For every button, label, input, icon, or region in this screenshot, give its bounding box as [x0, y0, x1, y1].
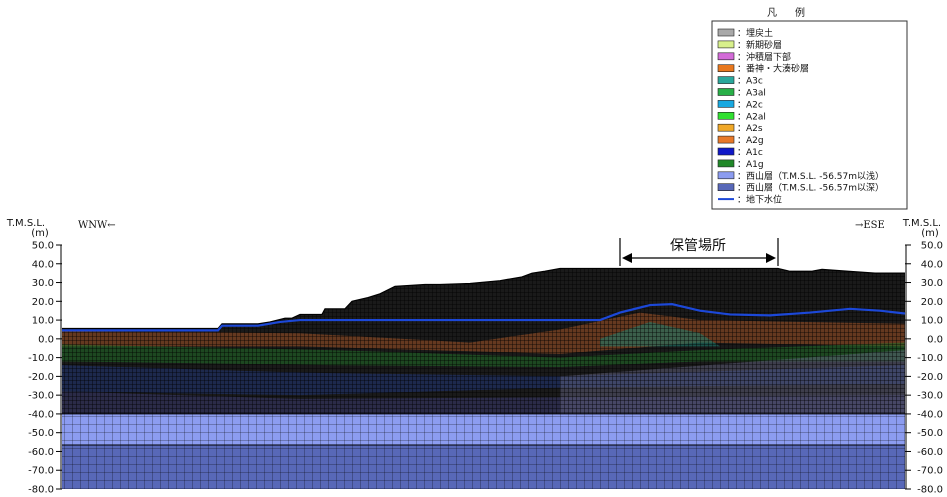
right-tick-label: -10.0 [917, 353, 943, 364]
legend-swatch [717, 159, 735, 168]
legend-swatch [717, 76, 735, 84]
right-axis-unit-m: (m) [921, 228, 939, 239]
right-tick-label: 0.0 [927, 334, 943, 345]
legend-swatch [717, 183, 735, 191]
legend-label: ：A1c [737, 148, 763, 158]
right-tick-label: 30.0 [921, 278, 943, 289]
legend-label: ：沖積層下部 [737, 51, 791, 63]
left-axis-ticks: 50.0 40.0 30.0 20.0 10.0 0.0 -10.0 -20.0 -30.0 -4… [28, 241, 62, 496]
left-tick-label: -60.0 [28, 447, 54, 458]
right-tick-label: -60.0 [917, 447, 943, 458]
geology-body [62, 268, 905, 489]
left-axis-unit: T.M.S.L. [6, 218, 45, 229]
right-tick-label: -50.0 [917, 428, 943, 439]
legend-items: ：埋戻土：新期砂層：沖積層下部：番神・大湊砂層 ：A3c ：A3al：A2c ：A2a… [717, 27, 884, 206]
right-tick-label: -20.0 [917, 372, 943, 383]
legend-label: ：A2s [737, 124, 763, 134]
right-tick-label: 50.0 [921, 241, 943, 252]
left-tick-label: -40.0 [28, 409, 54, 420]
right-axis-ticks: 50.0 40.0 30.0 20.0 10.0 0.0 -10.0 -20.0 -30.0 -4… [905, 241, 943, 496]
right-tick-label: 40.0 [921, 259, 943, 270]
right-axis: T.M.S.L. (m) 50.0 40.0 30.0 20.0 10.0 0.0 -10.… [902, 218, 943, 496]
legend-label: ：埋戻土 [737, 27, 773, 39]
legend-box [711, 20, 908, 210]
left-axis: T.M.S.L. (m) 50.0 40.0 30.0 20.0 10.0 0.0 -10.… [6, 218, 62, 496]
left-tick-label: -70.0 [28, 466, 54, 477]
right-tick-label: -70.0 [917, 466, 943, 477]
legend-label: ：A3al [737, 89, 766, 99]
legend-swatch [717, 52, 735, 61]
mesh-lower [62, 413, 905, 489]
left-tick-label: 40.0 [32, 259, 54, 270]
legend-label: ：地下水位 [737, 194, 782, 206]
left-tick-label: -20.0 [28, 372, 54, 383]
left-tick-label: 50.0 [32, 241, 54, 252]
legend-swatch [717, 171, 735, 180]
direction-right-label: →ESE [855, 220, 885, 231]
legend-label: ：A2al [737, 112, 766, 122]
geologic-section [62, 267, 906, 489]
legend-swatch [717, 112, 735, 120]
legend-label: ：西山層（T.M.S.L. -56.57m以深） [737, 183, 884, 194]
annotation-arrow-left-head [622, 253, 632, 263]
legend-title: 凡 例 [767, 6, 809, 19]
left-tick-label: 30.0 [32, 278, 54, 289]
direction-left-label: WNW← [78, 220, 116, 231]
legend-swatch [717, 147, 735, 156]
legend: 凡 例 ：埋戻土：新期砂層：沖積層下部：番神・大湊砂層 ：A3c ：A3al：A2c… [711, 6, 908, 210]
right-axis-unit: T.M.S.L. [902, 218, 941, 229]
left-tick-label: 20.0 [32, 297, 54, 308]
legend-swatch [717, 135, 735, 144]
right-tick-label: -40.0 [917, 409, 943, 420]
groundwater-level-line [62, 303, 906, 332]
storage-area-label: 保管場所 [670, 238, 726, 254]
legend-label: ：A2g [737, 136, 764, 146]
left-axis-unit-m: (m) [31, 228, 49, 239]
storage-area-annotation: 保管場所 [619, 236, 779, 266]
legend-label: ：西山層（T.M.S.L. -56.57m以浅） [737, 170, 884, 182]
right-tick-label: -80.0 [917, 485, 943, 496]
annotation-arrow-right-head [766, 253, 776, 263]
left-tick-label: 10.0 [32, 316, 54, 327]
right-tick-label: 20.0 [921, 297, 943, 308]
mesh-upper [62, 268, 905, 414]
legend-label: ：新期砂層 [737, 39, 782, 51]
legend-swatch [717, 123, 735, 132]
legend-swatch [717, 40, 735, 49]
left-tick-label: -10.0 [28, 353, 54, 364]
legend-swatch [717, 100, 735, 108]
left-tick-label: 0.0 [38, 334, 54, 345]
ground-surface-line [62, 267, 905, 330]
right-tick-label: -30.0 [917, 391, 943, 402]
legend-swatch [717, 28, 735, 37]
legend-swatch [717, 88, 735, 96]
left-tick-label: -80.0 [28, 485, 54, 496]
right-tick-label: 10.0 [921, 316, 943, 327]
legend-label: ：A2c [737, 100, 763, 110]
legend-label: ：A1g [737, 160, 764, 170]
legend-label: ：A3c [737, 77, 763, 87]
legend-swatch [717, 64, 735, 72]
left-tick-label: -30.0 [28, 391, 54, 402]
left-tick-label: -50.0 [28, 428, 54, 439]
legend-label: ：番神・大湊砂層 [737, 63, 809, 75]
